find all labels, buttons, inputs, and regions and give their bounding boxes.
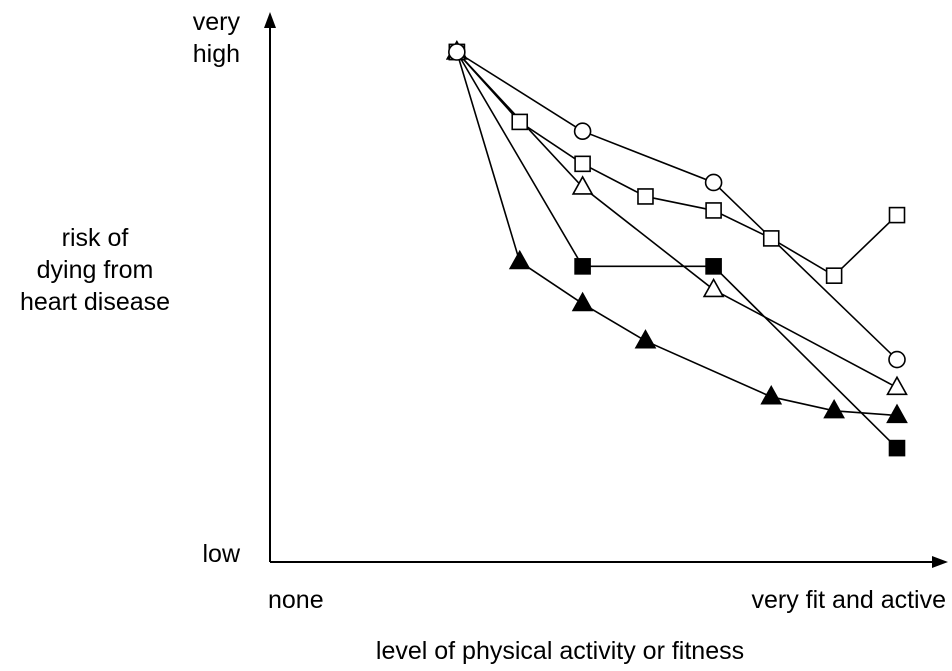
series-layer bbox=[445, 40, 908, 457]
data-point-open-square bbox=[511, 113, 529, 131]
y-axis-label-line-2: dying from bbox=[36, 256, 154, 284]
data-point-filled-triangle bbox=[760, 385, 783, 405]
x-tick-min: none bbox=[268, 586, 324, 614]
data-point-open-triangle bbox=[886, 375, 908, 396]
data-point-open-square bbox=[705, 202, 722, 219]
y-axis-label-line-1: risk of bbox=[61, 224, 129, 252]
data-point-open-square bbox=[762, 230, 780, 247]
data-point-open-square bbox=[574, 155, 591, 173]
y-axis-arrowhead bbox=[264, 12, 276, 28]
series-line-open-square bbox=[456, 51, 898, 277]
data-point-filled-triangle bbox=[571, 291, 594, 312]
axes bbox=[264, 12, 948, 568]
y-tick-top: very high bbox=[160, 6, 240, 70]
data-point-filled-triangle bbox=[823, 398, 845, 419]
series-filled-square bbox=[456, 51, 898, 449]
x-axis-arrowhead bbox=[932, 556, 948, 568]
data-point-open-square bbox=[825, 267, 843, 284]
data-point-filled-square bbox=[574, 258, 591, 275]
data-point-filled-triangle bbox=[508, 249, 531, 270]
series-open-triangle bbox=[456, 51, 898, 389]
series-open-square bbox=[456, 51, 898, 277]
data-point-open-triangle bbox=[571, 175, 594, 195]
data-point-open-circle bbox=[888, 350, 906, 369]
data-point-filled-square bbox=[705, 258, 722, 275]
x-tick-max: very fit and active bbox=[751, 586, 946, 614]
x-axis-label: level of physical activity or fitness bbox=[375, 637, 745, 665]
series-filled-triangle bbox=[456, 51, 898, 417]
data-point-filled-square bbox=[888, 439, 906, 457]
data-point-open-triangle bbox=[702, 277, 725, 298]
series-line-filled-square bbox=[456, 51, 898, 449]
y-tick-top-line-2: high bbox=[192, 40, 240, 68]
series-line-open-triangle bbox=[456, 51, 898, 389]
data-point-filled-triangle bbox=[634, 329, 657, 349]
data-point-open-circle bbox=[573, 122, 592, 141]
y-tick-top-line-1: very bbox=[192, 8, 240, 36]
data-point-open-square bbox=[888, 206, 906, 224]
data-point-open-circle bbox=[704, 173, 723, 192]
data-point-open-circle bbox=[448, 43, 466, 61]
data-point-open-square bbox=[637, 188, 654, 205]
series-line-open-circle bbox=[456, 51, 898, 361]
series-line-filled-triangle bbox=[456, 51, 898, 417]
y-axis-label-line-3: heart disease bbox=[19, 288, 171, 316]
y-tick-bottom: low bbox=[202, 540, 240, 568]
data-point-filled-triangle bbox=[886, 403, 908, 424]
series-open-circle bbox=[456, 51, 898, 361]
y-axis-label: risk of dying from heart disease bbox=[0, 222, 190, 318]
